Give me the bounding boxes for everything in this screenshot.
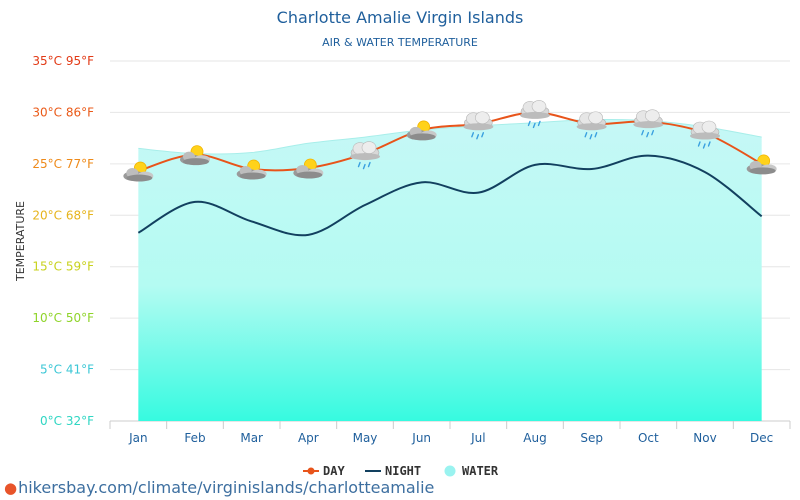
rain-cloud-icon <box>690 120 720 149</box>
y-tick-label: 35°C 95°F <box>32 54 94 68</box>
x-tick-label: Sep <box>580 431 603 445</box>
legend-item-water[interactable]: WATER <box>444 464 499 478</box>
rain-cloud-icon <box>463 111 494 140</box>
weather-icons-layer <box>123 100 777 182</box>
y-tick-label: 30°C 86°F <box>32 105 94 119</box>
x-tick-label: Jan <box>128 431 148 445</box>
sun-cloud-icon <box>293 158 324 179</box>
x-tick-label: Mar <box>240 431 263 445</box>
legend-label: WATER <box>462 464 499 478</box>
x-tick-label: Jul <box>470 431 485 445</box>
x-tick-label: Aug <box>523 431 546 445</box>
sun-cloud-icon <box>746 154 777 175</box>
x-tick-label: Jun <box>411 431 431 445</box>
y-tick-label: 5°C 41°F <box>40 363 94 377</box>
y-tick-label: 20°C 68°F <box>32 208 94 222</box>
legend-item-day[interactable]: DAY <box>303 464 345 478</box>
y-tick-label: 10°C 50°F <box>32 311 94 325</box>
x-tick-label: Nov <box>693 431 716 445</box>
x-tick-label: Oct <box>638 431 659 445</box>
night-line <box>137 154 763 237</box>
x-axis-ticks: Jan Feb Mar Apr May Jun Jul Aug Sep Oct Nov Dec <box>109 421 791 445</box>
y-axis-ticks: 0°C 32°F 5°C 41°F 10°C 50°F 15°C 59°F 20°C 6… <box>32 54 94 428</box>
y-tick-label: 0°C 32°F <box>40 414 94 428</box>
footer-link[interactable]: ●hikersbay.com/climate/virginislands/cha… <box>4 478 434 497</box>
y-tick-label: 15°C 59°F <box>32 260 94 274</box>
rain-cloud-icon <box>633 109 664 138</box>
chart-title: Charlotte Amalie Virgin Islands <box>277 8 524 27</box>
legend-swatch <box>303 467 319 475</box>
x-tick-label: Dec <box>750 431 773 445</box>
legend-swatch <box>444 465 456 477</box>
x-tick-label: Feb <box>184 431 205 445</box>
footer-url: hikersbay.com/climate/virginislands/char… <box>18 478 435 497</box>
x-tick-label: Apr <box>298 431 319 445</box>
rain-cloud-icon <box>576 111 607 140</box>
y-tick-label: 25°C 77°F <box>32 157 94 171</box>
rain-cloud-icon <box>520 100 550 129</box>
sun-cloud-icon <box>236 159 267 180</box>
legend-label: DAY <box>323 464 345 478</box>
location-pin-icon: ● <box>4 479 18 497</box>
y-axis-label: TEMPERATURE <box>14 201 27 282</box>
rain-cloud-icon <box>350 141 380 170</box>
legend: DAY NIGHT WATER <box>303 464 499 478</box>
legend-item-night[interactable]: NIGHT <box>365 464 421 478</box>
x-tick-label: May <box>353 431 378 445</box>
sun-cloud-icon <box>180 145 210 166</box>
legend-label: NIGHT <box>385 464 421 478</box>
water-area <box>138 119 762 421</box>
sun-cloud-icon <box>406 120 437 141</box>
chart-subtitle: AIR & WATER TEMPERATURE <box>322 36 478 49</box>
sun-cloud-icon <box>123 161 154 182</box>
